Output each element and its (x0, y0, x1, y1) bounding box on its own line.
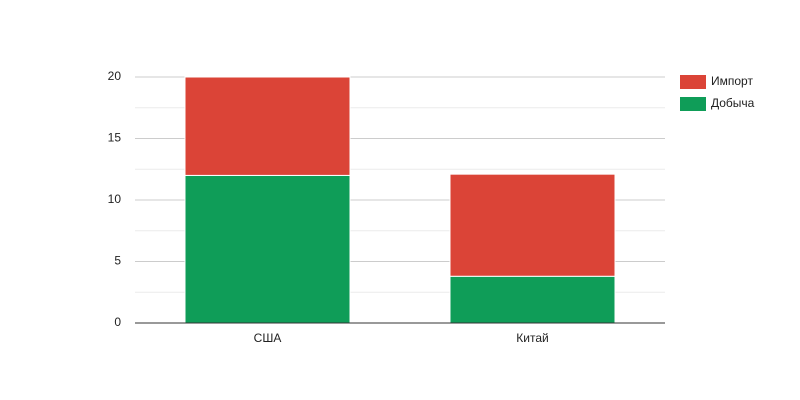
bar-segment (449, 275, 616, 324)
y-tick-label: 10 (108, 192, 122, 206)
y-tick-label: 20 (108, 69, 122, 83)
legend-swatch (680, 97, 706, 111)
bar-segment (184, 174, 351, 324)
bar-segment (184, 76, 351, 176)
legend-label: Импорт (711, 74, 753, 88)
y-tick-label: 15 (108, 131, 122, 145)
x-tick-label: США (254, 331, 282, 345)
y-tick-label: 5 (114, 254, 121, 268)
bar-segment (449, 173, 616, 277)
y-tick-label: 0 (114, 315, 121, 329)
legend-label: Добыча (711, 96, 755, 110)
x-tick-label: Китай (516, 331, 548, 345)
legend-swatch (680, 75, 706, 89)
